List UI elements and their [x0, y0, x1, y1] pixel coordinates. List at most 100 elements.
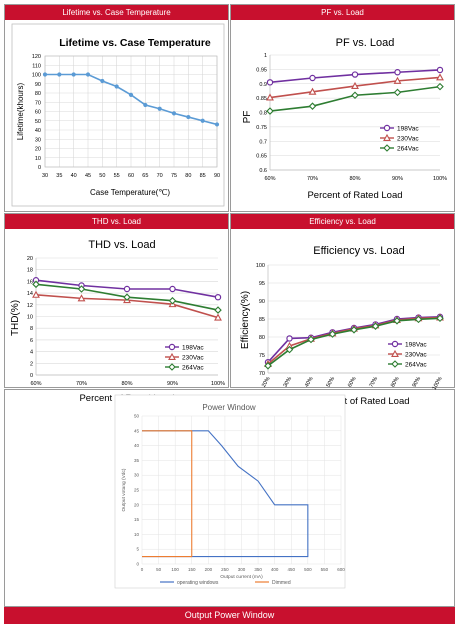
power-window-frame — [114, 394, 346, 589]
thd-header: THD vs. Load — [5, 214, 228, 229]
efficiency-xtick: 50% — [326, 376, 337, 389]
lifetime-ylabel: Lifetime(khours) — [16, 82, 25, 140]
power-window-legend-label: Dimmed — [272, 580, 291, 586]
pf-panel: PF vs. Load — [230, 4, 455, 212]
power-window-xtick: 400 — [271, 567, 279, 572]
efficiency-series-264Vac-point — [264, 362, 272, 370]
efficiency-panel: Efficiency vs. Load — [230, 213, 455, 388]
efficiency-series-264Vac-point — [436, 314, 444, 323]
efficiency-series-264Vac-point — [307, 335, 315, 344]
efficiency-series-264Vac-point — [371, 322, 380, 330]
efficiency-series-264Vac-point — [328, 330, 337, 338]
power-window-title: Power Window — [202, 403, 256, 412]
thd-legend-marker — [168, 352, 176, 360]
efficiency-xlabel: Percent of Rated Load — [314, 396, 409, 407]
efficiency-xtick: 20% — [261, 376, 272, 389]
pf-series-198Vac-point — [436, 66, 444, 74]
power-window-ytick: 50 — [134, 414, 140, 419]
lifetime-xtick: 90 — [214, 173, 220, 179]
lifetime-xtick: 40 — [71, 173, 77, 179]
lifetime-xtick: 35 — [56, 173, 62, 179]
pf-series-230Vac-point — [308, 87, 317, 95]
pf-series-264Vac-point — [351, 91, 359, 100]
thd-series-230Vac-point — [32, 290, 40, 298]
pf-ytick: 0.65 — [256, 154, 267, 160]
thd-series-198Vac-point — [214, 293, 222, 301]
pf-ytick: 0.75 — [256, 125, 267, 131]
pf-ytick: 0.95 — [256, 67, 267, 73]
efficiency-ytick: 70 — [259, 371, 265, 377]
lifetime-xtick: 30 — [42, 173, 48, 179]
efficiency-series-264Vac-point — [414, 315, 423, 324]
pf-ytick: 0.6 — [259, 168, 267, 174]
thd-series-264Vac-point — [168, 296, 177, 305]
pf-series-230Vac-point — [436, 73, 444, 81]
lifetime-ytick: 60 — [35, 110, 41, 116]
efficiency-series-264Vac-point — [350, 326, 358, 334]
pf-ytick: 0.85 — [256, 96, 267, 102]
thd-ytick: 2 — [30, 361, 33, 367]
thd-xtick: 80% — [121, 381, 132, 387]
lifetime-ytick: 50 — [35, 119, 41, 125]
thd-ytick: 6 — [30, 338, 33, 344]
lifetime-xtick: 55 — [114, 173, 120, 179]
pf-series-198Vac-point — [394, 69, 401, 76]
lifetime-ytick: 70 — [35, 100, 41, 106]
efficiency-header: Efficiency vs. Load — [231, 214, 454, 229]
power-window-xtick: 450 — [287, 567, 295, 572]
lifetime-title: Lifetime vs. Case Temperature — [59, 37, 211, 49]
thd-ytick: 12 — [27, 303, 33, 309]
lifetime-ytick: 100 — [32, 73, 41, 79]
power-window-xlabel: Output current (mA) — [220, 574, 263, 580]
thd-ytick: 18 — [27, 268, 33, 274]
power-window-ytick: 35 — [134, 458, 140, 463]
thd-xtick: 60% — [30, 381, 41, 387]
lifetime-data-point — [42, 72, 48, 77]
pf-series-198Vac-point — [266, 79, 274, 86]
power-window-ytick: 25 — [134, 488, 140, 493]
footer-caption: Output Power Window — [4, 607, 455, 624]
pf-xtick: 100% — [433, 176, 447, 182]
pf-legend-label: 230Vac — [397, 136, 419, 143]
lifetime-ytick: 20 — [35, 147, 41, 153]
efficiency-ytick: 85 — [259, 317, 265, 323]
power-window-series-1-line — [142, 430, 193, 558]
power-window-ytick: 0 — [136, 562, 139, 567]
thd-series-264Vac-point — [214, 306, 222, 314]
thd-ylabel: THD(%) — [10, 300, 21, 336]
lifetime-data-point — [114, 84, 119, 89]
power-window-xtick: 100 — [171, 567, 179, 572]
pf-series-264Vac-point — [393, 88, 402, 97]
thd-legend-label: 264Vac — [182, 365, 204, 372]
thd-series-230Vac-point — [214, 313, 222, 321]
pf-series-230Vac-point — [351, 81, 359, 89]
pf-series-264Vac-point — [436, 82, 444, 91]
thd-series-264Vac-point — [77, 285, 86, 293]
efficiency-xtick: 90% — [412, 376, 423, 389]
pf-series-264Vac-point — [266, 107, 274, 115]
power-window-xtick: 550 — [321, 567, 329, 572]
thd-xtick: 90% — [167, 381, 178, 387]
power-window-xtick: 350 — [254, 567, 262, 572]
power-window-xtick: 250 — [221, 567, 229, 572]
lifetime-data-point — [214, 122, 220, 127]
lifetime-data-point — [157, 106, 162, 111]
power-window-series-0-line — [142, 430, 309, 558]
pf-series-198Vac-point — [351, 71, 359, 78]
lifetime-ytick: 90 — [35, 82, 41, 88]
efficiency-title: Efficiency vs. Load — [313, 245, 405, 257]
pf-legend-marker — [383, 124, 391, 132]
thd-ytick: 14 — [27, 291, 33, 297]
efficiency-xtick: 40% — [304, 376, 315, 389]
thd-legend-label: 198Vac — [182, 345, 204, 352]
lifetime-plot-area — [44, 55, 218, 168]
efficiency-legend-marker — [391, 349, 399, 357]
efficiency-legend-label: 264Vac — [405, 362, 427, 369]
thd-xtick: 100% — [211, 381, 225, 387]
pf-xtick: 60% — [264, 176, 275, 182]
efficiency-legend-label: 198Vac — [405, 342, 427, 349]
power-window-ytick: 40 — [134, 443, 140, 448]
pf-legend-label: 264Vac — [397, 146, 419, 153]
lifetime-data-point — [171, 111, 177, 116]
